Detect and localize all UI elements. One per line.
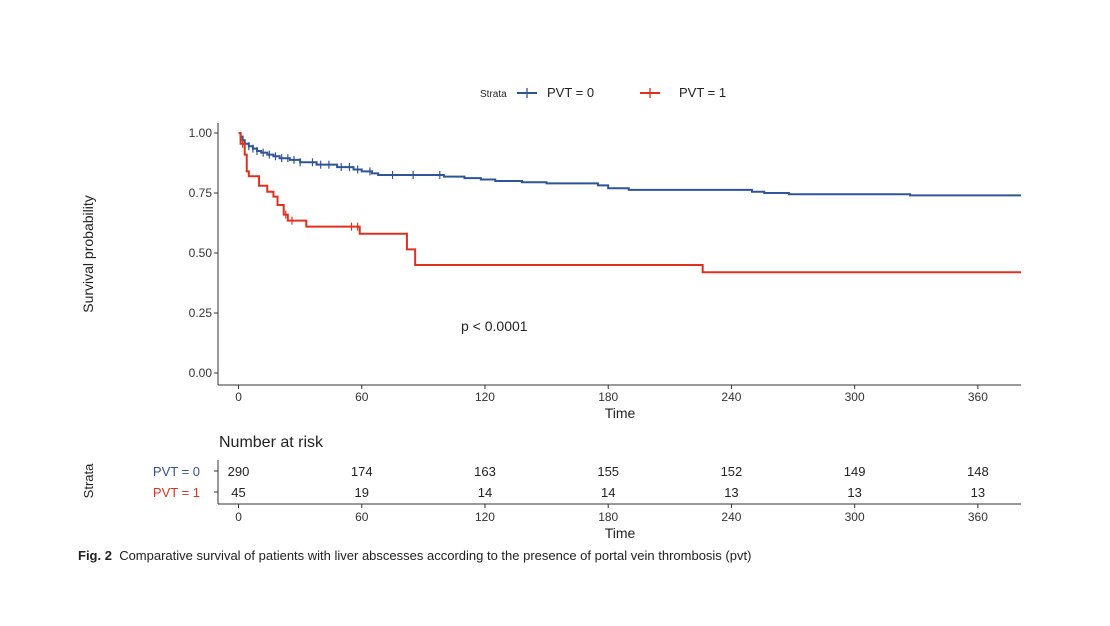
figure-caption-text: Comparative survival of patients with li… (119, 548, 752, 563)
risk-table-title: Number at risk (219, 434, 324, 451)
legend-entry-pvt1: PVT = 1 (679, 85, 726, 100)
x-tick-label: 300 (845, 390, 865, 404)
risk-count: 13 (724, 485, 738, 500)
x-tick-label: 120 (475, 390, 495, 404)
risk-table: Number at risk Strata PVT = 0 290 174 163 15… (81, 434, 1021, 541)
y-tick-label: 0.50 (189, 246, 213, 260)
figure-caption: Fig. 2 Comparative survival of patients … (78, 548, 751, 563)
risk-x-tick-label: 240 (721, 510, 741, 524)
y-tick-label: 1.00 (189, 126, 213, 140)
risk-x-tick-label: 300 (845, 510, 865, 524)
x-tick-label: 0 (235, 390, 242, 404)
legend-title: Strata (480, 89, 507, 100)
p-value-annotation: p < 0.0001 (461, 318, 528, 334)
y-tick-label: 0.75 (189, 186, 213, 200)
risk-x-tick-label: 0 (235, 510, 242, 524)
x-tick-label: 240 (721, 390, 741, 404)
risk-count: 148 (967, 464, 989, 479)
risk-table-strata-label: Strata (81, 463, 96, 498)
figure-caption-label: Fig. 2 (78, 548, 112, 563)
risk-table-x-label: Time (605, 525, 636, 541)
risk-count: 45 (231, 485, 245, 500)
risk-x-tick-label: 360 (968, 510, 988, 524)
x-tick-label: 60 (355, 390, 369, 404)
risk-count: 155 (597, 464, 619, 479)
main-axes (217, 123, 1021, 386)
risk-row-label: PVT = 0 (153, 464, 200, 479)
y-axis-label: Survival probability (80, 195, 96, 313)
risk-table-rows: PVT = 0 290 174 163 155 152 149 148 PVT = 1 45 19 1… (153, 464, 989, 500)
risk-x-tick-label: 60 (355, 510, 369, 524)
y-tick-label: 0.00 (189, 366, 213, 380)
x-axis-label: Time (605, 405, 636, 421)
risk-row-label: PVT = 1 (153, 485, 200, 500)
y-tick-label: 0.25 (189, 306, 213, 320)
risk-count: 290 (228, 464, 250, 479)
km-curve-pvt1 (238, 132, 1021, 274)
risk-count: 14 (478, 485, 492, 500)
km-curve-pvt0 (238, 132, 1021, 197)
risk-count: 14 (601, 485, 615, 500)
risk-count: 13 (847, 485, 861, 500)
risk-table-x-ticks: 0 60 120 180 240 300 360 (235, 504, 988, 524)
risk-count: 163 (474, 464, 496, 479)
risk-count: 149 (844, 464, 866, 479)
y-ticks: 0.00 0.25 0.50 0.75 1.00 (189, 126, 218, 380)
legend: Strata PVT = 0 PVT = 1 (480, 85, 726, 100)
risk-count: 19 (355, 485, 369, 500)
x-ticks: 0 60 120 180 240 300 360 (235, 385, 988, 404)
x-tick-label: 180 (598, 390, 618, 404)
risk-x-tick-label: 180 (598, 510, 618, 524)
risk-count: 174 (351, 464, 373, 479)
legend-entry-pvt0: PVT = 0 (547, 85, 594, 100)
risk-count: 152 (721, 464, 743, 479)
risk-count: 13 (971, 485, 985, 500)
risk-x-tick-label: 120 (475, 510, 495, 524)
x-tick-label: 360 (968, 390, 988, 404)
survival-curves (238, 132, 1021, 274)
